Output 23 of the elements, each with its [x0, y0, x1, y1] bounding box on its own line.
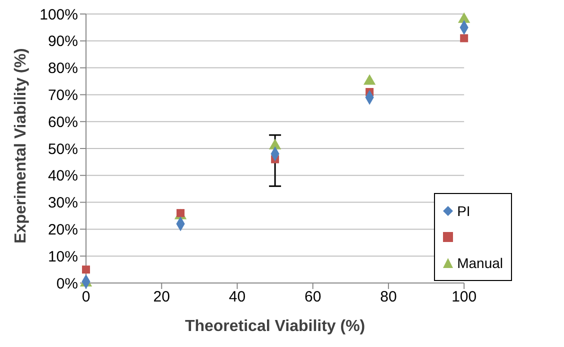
- y-tick-label: 70%: [48, 87, 78, 104]
- x-tick-label: 0: [82, 288, 90, 306]
- y-tick-label: 30%: [48, 194, 78, 212]
- y-tick-label: 20%: [48, 222, 78, 239]
- y-axis-title: Experimental Viability (%): [12, 48, 30, 244]
- y-tick-label: 100%: [40, 6, 78, 24]
- x-tick-label: 40: [228, 288, 246, 306]
- x-axis-title: Theoretical Viability (%): [184, 318, 366, 335]
- y-tick-label: 80%: [48, 60, 78, 78]
- y-tick-label: 60%: [48, 114, 78, 131]
- point: [82, 266, 90, 274]
- y-tick-label: 40%: [48, 168, 78, 185]
- x-tick-label: 80: [380, 288, 397, 306]
- y-tick-label: 10%: [48, 248, 78, 266]
- legend-label: PI: [457, 203, 470, 219]
- y-tick-label: 0%: [56, 275, 78, 292]
- point: [460, 34, 468, 42]
- y-tick-label: 90%: [48, 33, 78, 50]
- x-tick-label: 100: [452, 288, 477, 306]
- x-tick-label: 20: [153, 288, 170, 306]
- x-tick-label: 60: [304, 288, 322, 306]
- y-tick-label: 50%: [48, 140, 78, 158]
- legend-label: Manual: [457, 255, 503, 271]
